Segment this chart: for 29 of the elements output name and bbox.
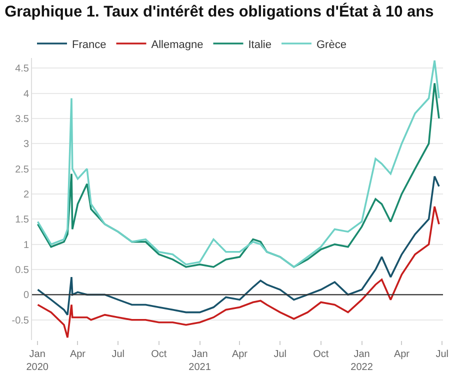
y-tick-label: 4.5: [15, 64, 30, 75]
x-tick-label: Jan 2021: [188, 349, 212, 373]
x-tick-label: Apr: [394, 349, 410, 360]
legend-label: Allemagne: [151, 38, 204, 51]
y-tick-label: 3: [23, 139, 30, 150]
y-tick-label: 4: [23, 88, 30, 100]
y-tick-label: 2.5: [15, 164, 30, 176]
legend-label: Italie: [248, 38, 272, 51]
chart-title: Graphique 1. Taux d'intérêt des obligations d'État à 10 ans: [4, 2, 434, 21]
x-tick-label: Oct: [151, 349, 167, 360]
y-tick-label: 0: [23, 290, 30, 302]
x-tick-label: Oct: [313, 349, 329, 360]
x-tick-label: Jul: [112, 349, 125, 360]
x-tick-label: Jan 2022: [350, 349, 374, 373]
y-tick-label: 1.5: [15, 214, 30, 226]
y-tick-label: 0.5: [15, 265, 30, 276]
y-tick-label: 3.5: [15, 114, 30, 125]
line-series: [36, 206, 440, 338]
y-tick-label: 2: [23, 189, 30, 200]
x-tick-label: Jul: [274, 349, 287, 360]
line-series: [36, 175, 440, 316]
legend-label: France: [72, 38, 106, 51]
x-tick-label: Jan 2020: [26, 349, 49, 373]
x-tick-label: Jul: [436, 349, 449, 360]
y-tick-label: 1: [23, 240, 30, 251]
y-tick-label: -0.5: [12, 315, 30, 326]
x-tick-label: Apr: [70, 349, 86, 360]
x-tick-label: Apr: [232, 349, 248, 360]
legend-label: Grèce: [316, 38, 346, 51]
